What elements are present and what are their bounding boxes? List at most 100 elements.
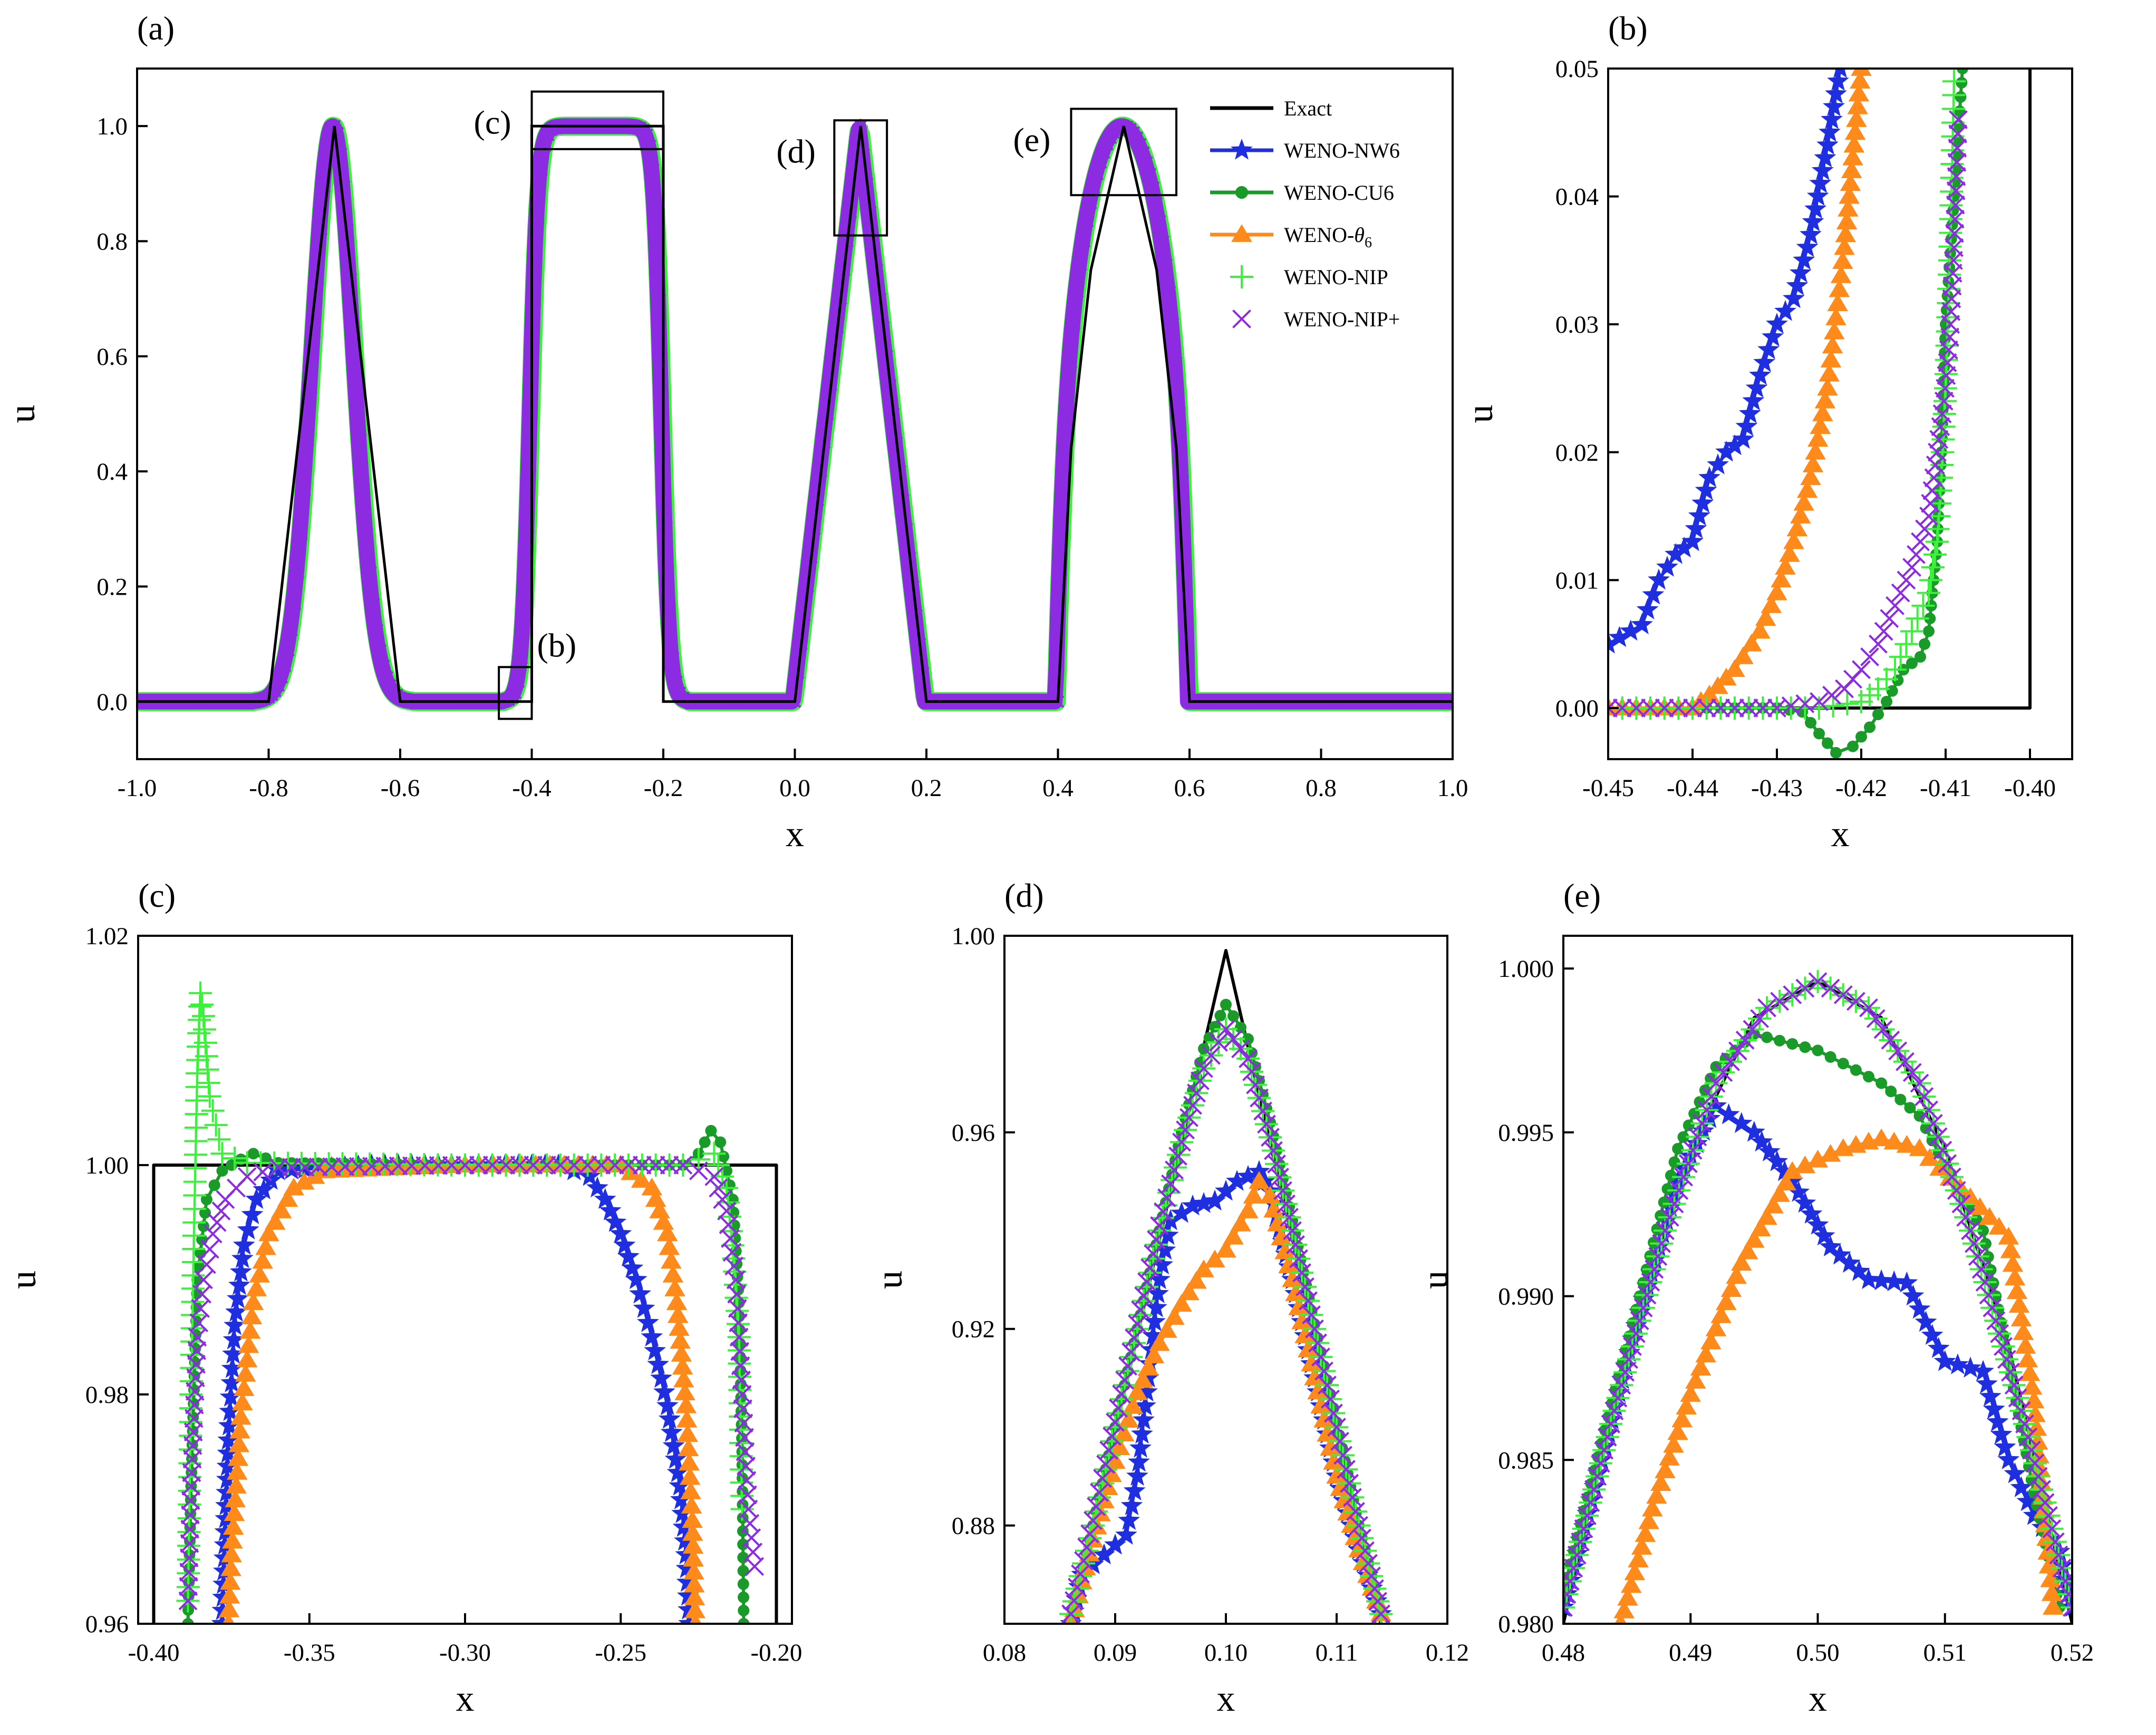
marker-cross <box>1714 1063 1733 1082</box>
marker-plus <box>189 981 212 1005</box>
marker-star <box>1145 1296 1167 1317</box>
marker-triangle <box>689 1613 702 1624</box>
marker-cross <box>1948 139 1967 158</box>
marker-circle <box>1805 716 1816 729</box>
marker-triangle <box>1720 1279 1742 1297</box>
marker-cross <box>1652 1234 1671 1253</box>
marker-star <box>2016 1490 2039 1511</box>
marker-cross <box>745 1557 765 1576</box>
x-tick-label: -0.8 <box>249 774 288 802</box>
x-tick-label: 0.2 <box>911 774 942 802</box>
marker-circle <box>1920 1122 1932 1135</box>
marker-circle <box>1979 1238 1991 1250</box>
marker-triangle <box>1294 1325 1316 1343</box>
marker-cross <box>510 1156 529 1175</box>
marker-cross <box>1994 1337 2013 1356</box>
marker-cross <box>646 1156 665 1175</box>
marker-triangle <box>1680 1384 1701 1402</box>
marker-cross <box>709 1178 728 1198</box>
marker-triangle <box>220 1558 241 1576</box>
marker-plus <box>1900 619 1923 643</box>
marker-circle <box>1655 1210 1667 1222</box>
marker-circle <box>699 1136 711 1148</box>
marker-triangle <box>1838 199 1859 217</box>
marker-star <box>1688 505 1710 526</box>
marker-triangle <box>219 1586 240 1604</box>
marker-cross <box>1202 1045 1221 1065</box>
plot-area-e <box>1563 970 2072 1624</box>
y-tick-label: 0.05 <box>1555 55 1599 83</box>
marker-cross <box>1567 1545 1587 1565</box>
marker-star <box>224 1314 246 1335</box>
marker-cross <box>1948 124 1968 143</box>
y-tick-label: 1.02 <box>85 923 129 950</box>
marker-cross <box>1968 1247 1987 1266</box>
marker-cross <box>308 1157 328 1177</box>
marker-triangle <box>1127 1382 1148 1400</box>
marker-triangle <box>224 1503 245 1521</box>
marker-cross <box>496 1156 516 1175</box>
marker-cross <box>282 1158 301 1177</box>
marker-circle <box>247 1148 259 1160</box>
marker-triangle <box>252 1251 273 1269</box>
marker-star <box>1819 1235 1842 1257</box>
marker-cross <box>1891 583 1910 603</box>
marker-triangle <box>1825 307 1846 325</box>
marker-plus <box>204 1113 228 1137</box>
marker-cross <box>640 128 653 141</box>
marker-cross <box>1612 699 1632 718</box>
marker-triangle <box>241 1306 263 1325</box>
marker-circle <box>1906 657 1918 670</box>
plot-area-c <box>152 981 778 1624</box>
marker-cross <box>1168 1146 1187 1166</box>
y-axis-label: u <box>869 1271 910 1289</box>
marker-triangle <box>1638 1511 1659 1529</box>
x-axis-label: x <box>786 814 804 855</box>
marker-triangle <box>666 1292 688 1310</box>
marker-cross <box>1239 1049 1258 1068</box>
marker-plus <box>1132 1289 1155 1313</box>
x-axis-label: x <box>1809 1679 1827 1719</box>
marker-triangle <box>659 1237 680 1255</box>
marker-triangle <box>1790 506 1811 524</box>
marker-circle <box>1872 709 1884 721</box>
marker-star <box>1823 95 1845 117</box>
marker-triangle <box>1998 1226 2019 1245</box>
marker-triangle <box>1969 1197 1990 1215</box>
marker-star <box>1715 440 1737 462</box>
marker-cross <box>180 1505 200 1525</box>
marker-triangle <box>2008 1295 2030 1313</box>
marker-cross <box>632 1156 652 1175</box>
marker-cross <box>1983 1298 2002 1317</box>
marker-star <box>231 1247 254 1268</box>
marker-triangle <box>1749 621 1771 639</box>
x-tick-label: -1.0 <box>118 774 157 802</box>
marker-cross <box>272 679 285 692</box>
marker-circle <box>1847 740 1859 752</box>
marker-triangle <box>1810 416 1831 434</box>
marker-star <box>1902 1284 1925 1306</box>
marker-star <box>253 1178 275 1199</box>
marker-star <box>1753 351 1775 372</box>
marker-cross <box>726 1270 746 1290</box>
x-tick-label: 0.51 <box>1923 1639 1967 1666</box>
marker-cross <box>1157 1188 1176 1208</box>
marker-plus <box>1894 632 1918 656</box>
marker-star <box>1237 1165 1259 1186</box>
marker-star <box>1642 583 1665 605</box>
marker-triangle <box>1979 1207 2000 1225</box>
marker-triangle <box>1817 377 1838 396</box>
marker-plus <box>1563 1595 1575 1619</box>
x-tick-label: 0.09 <box>1094 1639 1137 1666</box>
marker-triangle <box>676 1410 698 1428</box>
marker-triangle <box>1288 1297 1309 1315</box>
marker-circle <box>1242 1033 1254 1045</box>
marker-star <box>650 1366 672 1388</box>
marker-triangle <box>1716 1292 1737 1310</box>
marker-cross <box>1683 1140 1703 1160</box>
marker-star <box>229 1261 252 1282</box>
marker-star <box>666 1461 689 1482</box>
marker-triangle <box>680 1481 701 1499</box>
marker-cross <box>351 381 364 394</box>
marker-cross <box>1897 570 1916 590</box>
